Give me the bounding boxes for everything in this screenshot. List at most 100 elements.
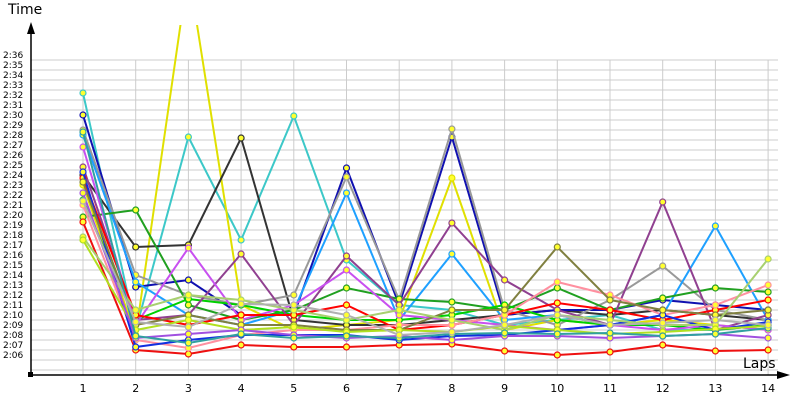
x-tick-label: 6	[343, 382, 350, 395]
x-tick-label: 14	[761, 382, 775, 395]
data-point	[501, 329, 509, 337]
x-tick-label: 9	[501, 382, 508, 395]
y-tick-label: 2:16	[3, 251, 23, 261]
data-point	[764, 296, 772, 304]
data-point	[184, 244, 192, 252]
y-tick-label: 2:22	[3, 191, 23, 201]
series-magenta	[79, 143, 772, 334]
data-point	[448, 219, 456, 227]
series-light-gray	[79, 197, 772, 339]
data-point	[659, 262, 667, 270]
y-axis-ticks: 2:062:072:082:092:102:112:122:132:142:15…	[3, 51, 23, 361]
data-point	[184, 301, 192, 309]
data-point	[184, 339, 192, 347]
data-point	[290, 323, 298, 331]
data-point	[764, 306, 772, 314]
x-tick-label: 7	[396, 382, 403, 395]
y-tick-label: 2:21	[3, 201, 23, 211]
origin-marker	[28, 372, 33, 377]
data-point	[132, 332, 140, 340]
data-point	[448, 328, 456, 336]
data-point	[501, 276, 509, 284]
data-point	[711, 347, 720, 355]
y-tick-label: 2:06	[3, 351, 23, 361]
data-point	[659, 332, 667, 340]
data-point	[132, 206, 140, 214]
y-tick-label: 2:28	[3, 131, 23, 141]
data-point	[79, 111, 87, 119]
data-point	[342, 284, 351, 292]
data-point	[606, 296, 614, 304]
data-point	[606, 348, 614, 356]
data-point	[132, 343, 140, 351]
data-point	[501, 321, 509, 329]
data-point	[448, 174, 456, 182]
data-point	[79, 89, 87, 97]
data-point	[79, 128, 87, 136]
series-teal	[79, 128, 772, 347]
data-point	[342, 189, 351, 197]
data-point	[237, 236, 245, 244]
y-tick-label: 2:14	[3, 271, 23, 281]
data-point	[290, 343, 298, 351]
data-point	[553, 278, 561, 286]
data-point	[659, 306, 667, 314]
y-axis-arrow-icon	[27, 22, 35, 34]
data-point	[290, 291, 298, 299]
y-tick-label: 2:29	[3, 121, 23, 131]
data-point	[448, 316, 456, 324]
data-point	[184, 350, 192, 358]
data-point	[395, 306, 403, 314]
x-tick-label: 1	[80, 382, 87, 395]
y-tick-label: 2:15	[3, 261, 23, 271]
y-tick-label: 2:36	[3, 51, 23, 61]
data-point	[132, 318, 140, 326]
data-point	[764, 255, 772, 263]
data-point	[184, 276, 192, 284]
y-tick-label: 2:27	[3, 141, 23, 151]
data-point	[342, 301, 351, 309]
data-point	[79, 178, 87, 186]
y-tick-label: 2:08	[3, 331, 23, 341]
data-point	[448, 306, 456, 314]
y-tick-label: 2:13	[3, 281, 23, 291]
data-point	[711, 330, 720, 338]
data-point	[606, 306, 614, 314]
y-tick-label: 2:32	[3, 91, 23, 101]
data-point	[132, 243, 140, 251]
data-point	[659, 341, 667, 349]
x-axis-ticks: 1 2 3 4 5 6 7 8 9 10 11 12 13 14	[80, 382, 776, 395]
data-point	[290, 334, 298, 342]
data-point	[448, 298, 456, 306]
y-tick-label: 2:10	[3, 311, 23, 321]
x-tick-label: 13	[708, 382, 722, 395]
x-tick-label: 11	[603, 382, 617, 395]
data-point	[342, 332, 351, 340]
data-point	[553, 243, 561, 251]
data-point	[659, 294, 667, 302]
data-point	[79, 168, 87, 176]
data-point	[501, 347, 509, 355]
x-tick-label: 3	[185, 382, 192, 395]
data-point	[184, 316, 192, 324]
data-point	[764, 288, 772, 296]
data-point	[237, 134, 245, 142]
data-point	[342, 252, 351, 260]
y-tick-label: 2:25	[3, 161, 23, 171]
data-point	[764, 281, 772, 289]
y-tick-label: 2:19	[3, 221, 23, 231]
data-point	[342, 311, 351, 319]
data-point	[79, 143, 87, 151]
y-tick-label: 2:09	[3, 321, 23, 331]
data-point	[342, 343, 351, 351]
data-point	[237, 300, 245, 308]
data-point	[711, 222, 720, 230]
data-point	[711, 301, 720, 309]
data-point	[501, 306, 509, 314]
y-tick-label: 2:31	[3, 101, 23, 111]
y-tick-label: 2:12	[3, 291, 23, 301]
data-point	[342, 173, 351, 181]
axes	[27, 22, 790, 379]
data-point	[79, 189, 87, 197]
